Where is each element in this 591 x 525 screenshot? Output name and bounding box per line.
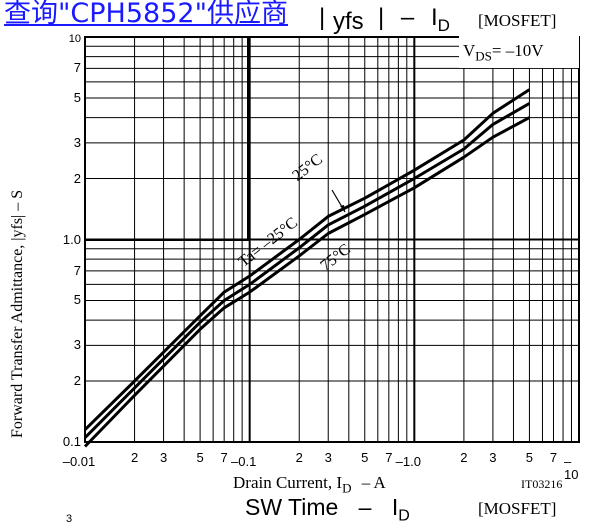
y-tick-label: 5 (73, 292, 81, 308)
x-tick-label: 5 (525, 450, 534, 465)
title-id: ID (430, 4, 450, 35)
chart-series (83, 88, 531, 448)
label-arrow-head (340, 205, 345, 212)
title-bar: | (378, 4, 385, 31)
y-tick-label: 1.0 (62, 231, 81, 247)
chart-grid (85, 37, 579, 442)
x-axis-label: Drain Current, ID – A (233, 473, 386, 496)
y-tick-label: 3 (73, 134, 81, 150)
chart-title-dash-group: | – ID (378, 6, 450, 34)
x-tick-label: –10 (564, 454, 579, 482)
x-tick-label: 5 (196, 450, 204, 465)
title-yfs: yfs (333, 8, 364, 35)
y-tick-label: 5 (73, 89, 81, 105)
x-tick-label: 2 (130, 450, 139, 465)
title-dash: – (400, 4, 415, 31)
next-chart-device-tag: [MOSFET] (478, 499, 557, 518)
vds-label: VDS= –10V (463, 41, 544, 64)
y-tick-label: 2 (73, 170, 81, 186)
figure-code: IT03216 (521, 477, 563, 491)
y-tick-label: 3 (73, 337, 81, 353)
x-tick-label: 3 (324, 450, 332, 465)
vds-condition-box (459, 36, 579, 68)
series-line-2 (83, 116, 531, 448)
x-tick-label: 2 (295, 450, 303, 465)
chart-title-fragment: yfs (333, 10, 364, 34)
next-chart-title: SW Time – ID (245, 494, 410, 525)
y-tick-label: 10 (68, 33, 81, 45)
y-tick-label: 2 (73, 373, 81, 389)
x-tick-label: 7 (385, 450, 393, 465)
x-tick-label: 2 (460, 450, 468, 465)
y-axis-label: Forward Transfer Admittance, |yfs| – S (9, 189, 26, 438)
series-line-1 (83, 102, 531, 439)
x-tick-label: 7 (549, 450, 558, 465)
supplier-query-link[interactable]: 查询"CPH5852"供应商 (4, 0, 288, 29)
chart-title-separator: | (319, 4, 326, 31)
y-tick-label: 7 (73, 262, 81, 278)
next-chart-partial-tick: 3 (66, 513, 73, 525)
device-tag: [MOSFET] (478, 11, 557, 30)
x-tick-label: 3 (489, 450, 497, 465)
y-tick-label: 0.1 (62, 434, 81, 449)
x-tick-label: –0.01 (62, 454, 96, 469)
x-tick-label: –0.1 (231, 454, 257, 469)
y-tick-label: 7 (73, 60, 81, 76)
x-tick-label: 3 (159, 450, 168, 465)
x-tick-label: –1.0 (395, 454, 421, 469)
series-line-0 (83, 88, 531, 431)
x-tick-label: 5 (361, 450, 369, 465)
inset-corner (85, 37, 249, 241)
x-tick-label: 7 (220, 450, 228, 465)
